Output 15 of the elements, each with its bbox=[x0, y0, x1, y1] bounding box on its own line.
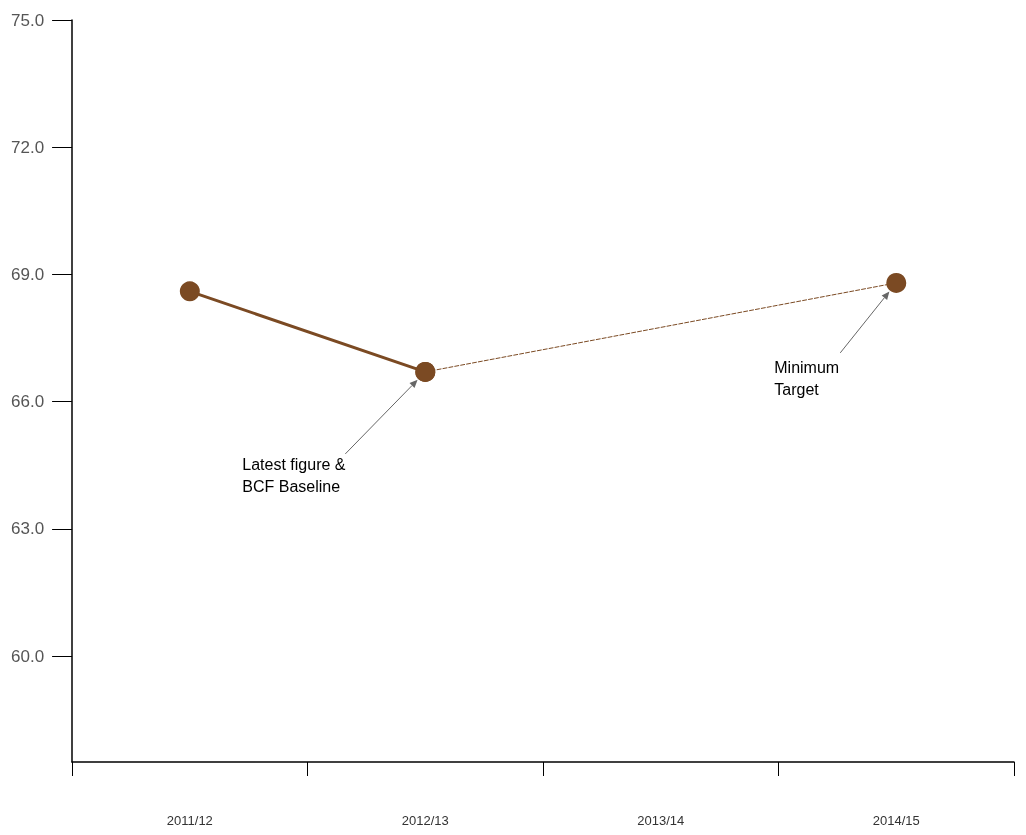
y-tick-label: 66.0 bbox=[10, 392, 45, 412]
point bbox=[179, 281, 200, 302]
y-tick-label: 63.0 bbox=[10, 519, 45, 539]
point bbox=[886, 272, 907, 293]
x-tick-label: 2011/12 bbox=[166, 813, 213, 828]
y-tick-label: 60.0 bbox=[10, 646, 45, 666]
y-tick-label: 69.0 bbox=[10, 264, 45, 284]
x-tick-label: 2012/13 bbox=[401, 813, 449, 828]
annotation: Minimum Target bbox=[774, 359, 840, 399]
point bbox=[415, 361, 436, 382]
x-tick-label: 2013/14 bbox=[637, 813, 685, 828]
x-tick-label: 2014/15 bbox=[872, 813, 920, 828]
y-tick-label: 75.0 bbox=[10, 10, 45, 30]
annotation: Latest figure & BCF Baseline bbox=[242, 456, 346, 496]
y-tick-label: 72.0 bbox=[10, 137, 45, 157]
